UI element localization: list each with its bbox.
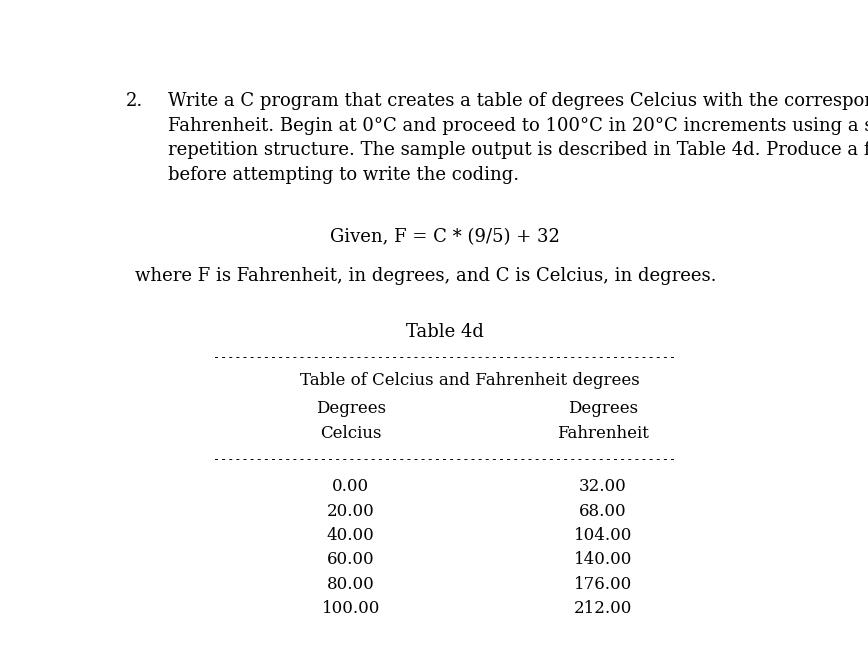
Text: where F is Fahrenheit, in degrees, and C is Celcius, in degrees.: where F is Fahrenheit, in degrees, and C…: [135, 267, 717, 285]
Text: -----------------------------------------------------------------: ----------------------------------------…: [214, 351, 676, 363]
Text: Table 4d: Table 4d: [406, 322, 483, 340]
Text: Degrees: Degrees: [316, 400, 385, 417]
Text: Write a C program that creates a table of degrees Celcius with the corresponding: Write a C program that creates a table o…: [168, 92, 868, 110]
Text: 176.00: 176.00: [574, 576, 632, 593]
Text: 140.00: 140.00: [574, 551, 632, 569]
Text: Celcius: Celcius: [320, 424, 381, 442]
Text: 20.00: 20.00: [326, 502, 375, 520]
Text: before attempting to write the coding.: before attempting to write the coding.: [168, 166, 519, 183]
Text: Table of Celcius and Fahrenheit degrees: Table of Celcius and Fahrenheit degrees: [300, 372, 640, 389]
Text: Given, F = C * (9/5) + 32: Given, F = C * (9/5) + 32: [330, 228, 560, 246]
Text: 80.00: 80.00: [326, 576, 375, 593]
Text: -----------------------------------------------------------------: ----------------------------------------…: [214, 453, 676, 465]
Text: 60.00: 60.00: [327, 551, 374, 569]
Text: 2.: 2.: [125, 92, 142, 110]
Text: Degrees: Degrees: [568, 400, 638, 417]
Text: 104.00: 104.00: [574, 527, 632, 544]
Text: 32.00: 32.00: [579, 478, 627, 495]
Text: Fahrenheit. Begin at 0°C and proceed to 100°C in 20°C increments using a suitabl: Fahrenheit. Begin at 0°C and proceed to …: [168, 117, 868, 134]
Text: repetition structure. The sample output is described in Table 4d. Produce a flow: repetition structure. The sample output …: [168, 141, 868, 159]
Text: 212.00: 212.00: [574, 600, 632, 618]
Text: Fahrenheit: Fahrenheit: [557, 424, 649, 442]
Text: 100.00: 100.00: [321, 600, 380, 618]
Text: 68.00: 68.00: [579, 502, 627, 520]
Text: 40.00: 40.00: [326, 527, 375, 544]
Text: 0.00: 0.00: [332, 478, 369, 495]
